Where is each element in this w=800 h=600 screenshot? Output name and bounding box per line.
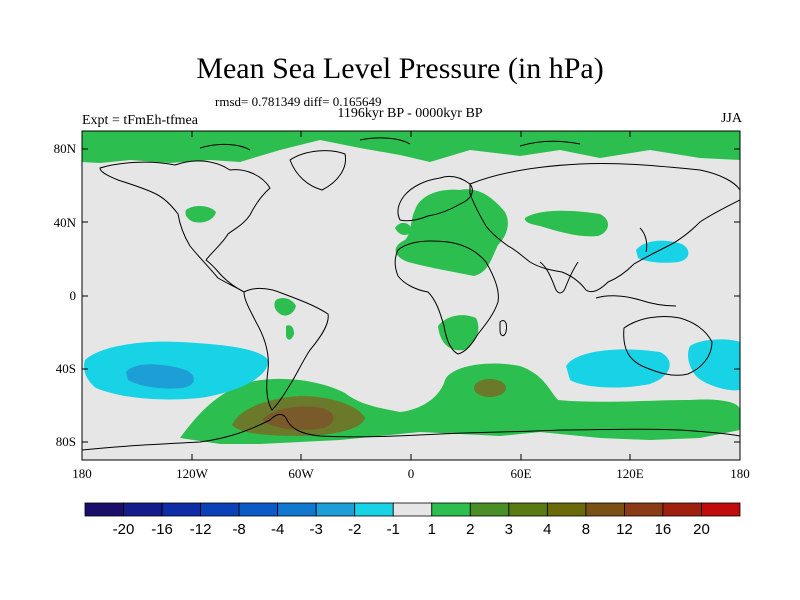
antarctica-coast [82,413,740,451]
north-america-coast [99,160,271,293]
colorbar-swatch [200,502,240,517]
pressure-anomaly-fields [82,131,740,444]
colorbar-label: -12 [190,521,212,538]
y-label-40n: 40N [54,215,77,230]
africa-coast [394,240,499,355]
colorbar-label: 20 [693,521,710,538]
colorbar-swatch [508,502,548,517]
colorbar-label: -16 [151,521,173,538]
indian-ocean-negative-region [566,349,670,388]
greenland-coast [289,150,347,191]
colorbar-label: -4 [271,521,284,538]
colorbar-swatch [161,502,201,517]
colorbar-swatch [546,502,587,517]
colorbar-label: -20 [113,521,135,538]
colorbar-label: 12 [616,521,633,538]
north-america-positive-region [185,206,216,223]
y-label-40s: 40S [56,361,76,376]
arctic-islands-coast [199,137,581,151]
y-label-80s: 80S [56,434,76,449]
x-label-60e: 60E [511,466,532,481]
x-label-180w: 180 [72,466,92,481]
eurasia-positive-region [395,189,508,276]
colorbar-label: -1 [387,521,400,538]
colorbar-label: 2 [466,521,474,538]
tasman-negative-region [688,339,740,391]
colorbar-label: 1 [428,521,436,538]
coastlines [82,137,740,451]
colorbar-swatch [662,502,702,517]
colorbar-label: -8 [232,521,245,538]
colorbar-swatch [354,502,394,517]
colorbar-swatch [701,502,741,517]
x-label-180e: 180 [730,466,750,481]
colorbar-label: -2 [348,521,361,538]
x-label-120w: 120W [176,466,209,481]
colorbar-label: 3 [505,521,513,538]
colorbar-swatch [277,502,317,517]
y-label-80n: 80N [54,141,77,156]
colorbar-swatch [238,502,279,517]
colorbar-swatch [431,502,471,517]
south-america-positive-region [274,298,296,316]
colorbar-swatch [392,502,433,517]
y-label-0: 0 [70,288,77,303]
period-text: 1196kyr BP - 0000kyr BP [337,106,483,121]
colorbar-swatch [624,502,664,517]
colorbar-swatch [123,502,163,517]
colorbar-label: -3 [310,521,323,538]
indonesia-coast [595,295,677,307]
arctic-positive-region [82,131,740,163]
europe-coast [397,175,473,222]
map-title: Mean Sea Level Pressure (in hPa) [196,52,604,85]
japan-coast [639,227,648,253]
south-america-positive-region-2 [286,325,294,340]
south-pacific-strong-negative-region [126,364,194,389]
colorbar-swatch [84,502,124,517]
peninsula-brown-region [262,406,334,430]
india-coast [539,261,579,294]
colorbar: -20 -16 -12 -8 -4 -3 -2 -1 1 2 3 4 8 12 16 20 [84,502,741,538]
asia-coast [469,162,740,293]
australia-coast [623,315,713,376]
experiment-label: Expt = tFmEh-tfmea [82,113,198,128]
europe-positive-region [395,222,412,235]
indian-ocean-olive-spot [474,379,506,397]
colorbar-swatch [315,502,356,517]
colorbar-label: 8 [582,521,590,538]
madagascar-coast [499,319,507,337]
x-label-0: 0 [408,466,415,481]
north-pacific-negative-region [636,240,689,263]
central-asia-positive-region [524,210,609,237]
x-axis-ticks [81,131,741,460]
colorbar-label: 16 [655,521,672,538]
colorbar-label: 4 [543,521,551,538]
season-label: JJA [720,111,742,126]
stats-text: rmsd= 0.781349 diff= 0.165649 [215,94,382,109]
colorbar-swatch [469,502,510,517]
south-america-coast [243,287,329,411]
x-label-60w: 60W [288,466,314,481]
y-axis-ticks [82,148,740,443]
colorbar-swatch [585,502,625,517]
x-label-120e: 120E [616,466,644,481]
